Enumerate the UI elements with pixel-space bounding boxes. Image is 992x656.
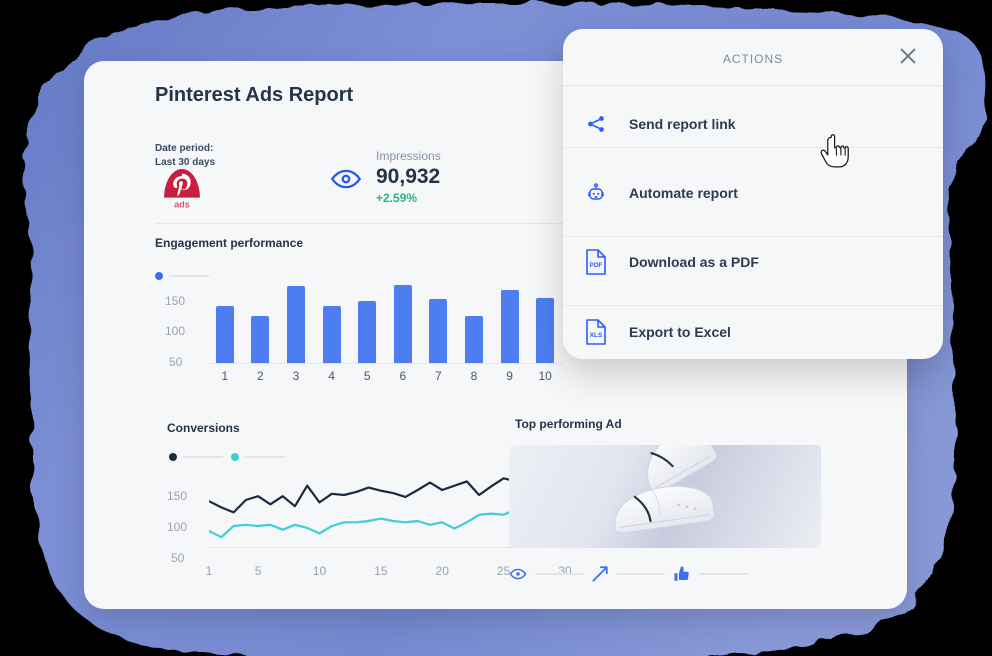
svg-text:XLS: XLS <box>590 332 603 339</box>
svg-text:ads: ads <box>174 200 189 210</box>
svg-text:PDF: PDF <box>590 262 603 269</box>
